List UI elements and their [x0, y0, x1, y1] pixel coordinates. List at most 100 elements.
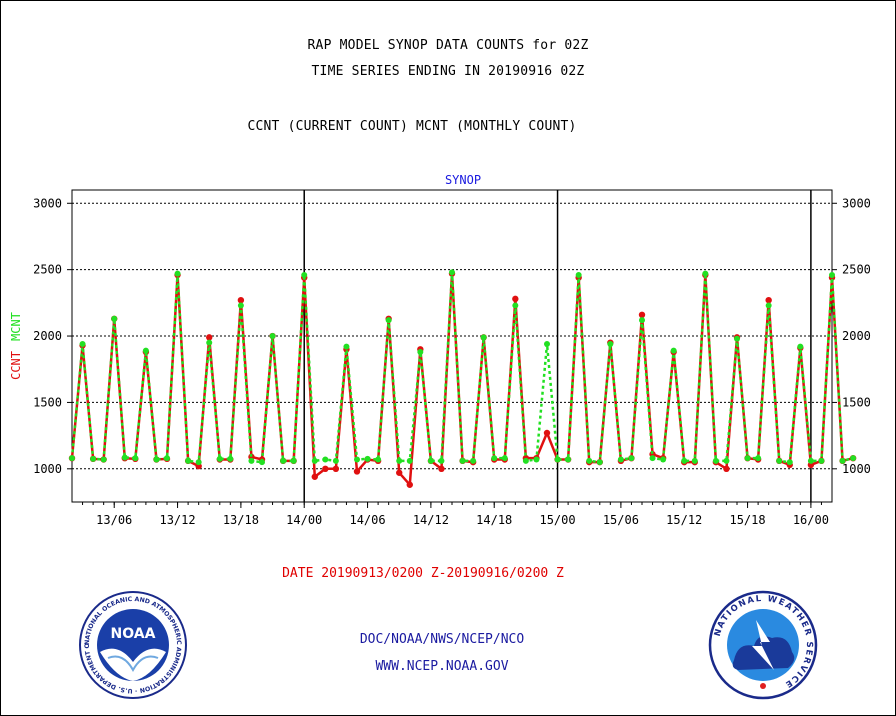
- mcnt-point: [90, 455, 97, 462]
- x-tick-label: 14/18: [476, 513, 512, 527]
- mcnt-point: [660, 456, 667, 463]
- y-label-ccnt: CCNT: [9, 351, 23, 380]
- chart-subtitle: CCNT (CURRENT COUNT) MCNT (MONTHLY COUNT…: [247, 119, 577, 134]
- mcnt-point: [681, 457, 688, 464]
- ccnt-point: [765, 296, 772, 304]
- noaa-logo: NOAA NATIONAL OCEANIC AND ATMOSPHERIC AD…: [78, 590, 187, 699]
- y-tick-label-left: 1000: [33, 462, 62, 476]
- mcnt-point: [195, 459, 202, 466]
- ccnt-point: [723, 465, 730, 473]
- mcnt-point: [617, 456, 624, 463]
- plot-area: [71, 189, 833, 503]
- mcnt-point: [744, 455, 751, 462]
- x-tick-label: 15/12: [666, 513, 702, 527]
- mcnt-point: [639, 317, 645, 324]
- footer-org: DOC/NOAA/NWS/NCEP/NCO: [359, 632, 525, 647]
- mcnt-point: [765, 302, 772, 309]
- chart-title-line2: TIME SERIES ENDING IN 20190916 02Z: [311, 64, 585, 79]
- mcnt-point: [438, 457, 445, 464]
- ccnt-point: [353, 468, 361, 475]
- mcnt-point: [237, 302, 244, 309]
- date-range-label: DATE 20190913/0200 Z-20190916/0200 Z: [282, 566, 564, 581]
- mcnt-point: [607, 341, 614, 348]
- mcnt-point: [712, 457, 719, 464]
- ccnt-point: [512, 295, 519, 303]
- mcnt-point: [216, 455, 223, 462]
- mcnt-point: [596, 459, 603, 466]
- mcnt-point: [311, 457, 318, 464]
- mcnt-point: [691, 457, 698, 464]
- mcnt-point: [132, 455, 139, 462]
- y-tick-label-left: 1500: [33, 395, 62, 409]
- y-tick-label-right: 1000: [842, 462, 871, 476]
- mcnt-point: [332, 457, 339, 464]
- plot-title: SYNOP: [445, 173, 481, 187]
- ccnt-point: [438, 465, 445, 473]
- mcnt-point: [79, 341, 86, 348]
- mcnt-point: [734, 335, 740, 342]
- y-label-mcnt: MCNT: [9, 312, 23, 341]
- mcnt-point: [164, 455, 170, 462]
- x-tick-label: 15/06: [603, 513, 639, 527]
- x-tick-label: 13/12: [159, 513, 195, 527]
- mcnt-point: [755, 455, 762, 462]
- x-tick-label: 15/18: [729, 513, 765, 527]
- y-tick-label-left: 2000: [33, 329, 62, 343]
- mcnt-point: [470, 457, 477, 464]
- x-tick-label: 13/18: [223, 513, 259, 527]
- mcnt-point: [807, 457, 814, 464]
- mcnt-point: [449, 269, 455, 276]
- ccnt-point: [311, 473, 318, 480]
- mcnt-point: [406, 457, 413, 464]
- y-tick-label-left: 3000: [33, 196, 62, 210]
- mcnt-point: [491, 455, 498, 462]
- mcnt-point: [248, 457, 255, 464]
- ccnt-point: [396, 469, 403, 476]
- mcnt-point: [259, 459, 265, 466]
- mcnt-point: [776, 457, 783, 464]
- y-axis-label: CCNT MCNT: [9, 312, 23, 380]
- mcnt-point: [174, 270, 181, 277]
- x-tick-label: 13/06: [96, 513, 132, 527]
- mcnt-point: [396, 457, 403, 464]
- mcnt-point: [100, 456, 107, 463]
- mcnt-point: [459, 457, 466, 464]
- mcnt-point: [628, 455, 635, 462]
- mcnt-point: [322, 456, 329, 463]
- mcnt-point: [227, 455, 234, 462]
- mcnt-point: [121, 454, 128, 461]
- footer-url: WWW.NCEP.NOAA.GOV: [375, 659, 509, 674]
- mcnt-point: [364, 455, 371, 462]
- x-tick-label: 15/00: [539, 513, 575, 527]
- x-tick-label: 16/00: [793, 513, 829, 527]
- mcnt-point: [280, 457, 287, 464]
- ccnt-point: [406, 481, 413, 488]
- y-tick-label-left: 2500: [33, 263, 62, 277]
- x-tick-label: 14/12: [413, 513, 449, 527]
- mcnt-point: [544, 341, 550, 348]
- x-tick-label: 14/00: [286, 513, 322, 527]
- mcnt-point: [850, 455, 857, 462]
- mcnt-point: [301, 271, 308, 278]
- mcnt-point: [829, 271, 835, 278]
- noaa-logo-text: NOAA: [111, 626, 156, 642]
- chart-title-line1: RAP MODEL SYNOP DATA COUNTS for 02Z: [307, 38, 589, 53]
- series-mcnt-line: [70, 272, 854, 464]
- ccnt-point: [237, 296, 245, 304]
- mcnt-point: [522, 457, 529, 464]
- mcnt-point: [427, 457, 434, 464]
- ccnt-point: [543, 429, 551, 437]
- mcnt-point: [206, 339, 213, 346]
- mcnt-point: [153, 456, 160, 463]
- mcnt-point: [480, 334, 487, 341]
- mcnt-point: [797, 343, 804, 350]
- mcnt-point: [670, 347, 677, 354]
- nws-logo: NATIONAL WEATHER SERVICE: [708, 590, 818, 700]
- y-tick-label-right: 2000: [842, 329, 871, 343]
- mcnt-point: [554, 456, 561, 463]
- mcnt-point: [111, 315, 118, 322]
- mcnt-point: [142, 347, 149, 354]
- mcnt-point: [586, 457, 593, 464]
- mcnt-point: [533, 456, 540, 463]
- mcnt-point: [575, 271, 582, 278]
